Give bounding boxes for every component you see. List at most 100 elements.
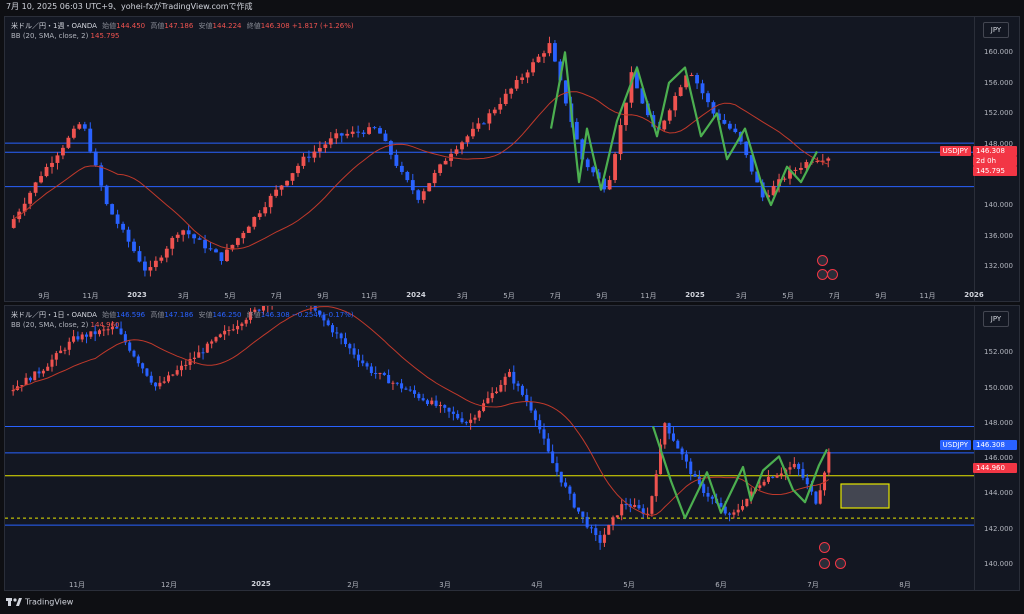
candle-body: [285, 180, 289, 186]
candle-body: [542, 429, 546, 439]
wave-drawing: [651, 426, 828, 520]
candle-body: [771, 185, 776, 196]
candle-body: [128, 342, 132, 351]
candle-body: [741, 506, 745, 510]
event-icon[interactable]: [817, 255, 828, 266]
candle-body: [820, 160, 825, 162]
candle-body: [607, 524, 611, 535]
candle-body: [700, 83, 705, 94]
weekly-chart-pane[interactable]: 米ドル／円・1週・OANDA 始値144.450 高値147.186 安値144…: [4, 16, 1020, 302]
candle-body: [307, 156, 311, 158]
candle-body: [613, 154, 617, 181]
candle-body: [41, 370, 45, 374]
time-tick-label: 6月: [715, 581, 727, 589]
candle-body: [434, 400, 438, 406]
price-tick-label: 152.000: [984, 348, 1013, 357]
weekly-candles-plot[interactable]: [5, 17, 977, 302]
time-tick-label: 2026: [964, 291, 984, 299]
candle-body: [334, 133, 339, 139]
candle-body: [507, 371, 511, 377]
candle-body: [624, 102, 628, 126]
candle-body: [374, 373, 378, 375]
candle-body: [568, 486, 572, 494]
us-flag-icon[interactable]: [835, 558, 846, 569]
candle-body: [815, 160, 820, 162]
price-tick-label: 136.000: [984, 231, 1013, 240]
candle-body: [722, 119, 727, 124]
time-tick-label: 2025: [685, 291, 705, 299]
candle-body: [799, 167, 803, 170]
event-icon[interactable]: [819, 542, 830, 553]
candle-body: [343, 338, 347, 345]
candle-body: [99, 165, 104, 186]
candle-body: [223, 330, 227, 335]
candle-body: [345, 133, 350, 136]
tradingview-icon: [6, 598, 22, 606]
candle-body: [93, 331, 97, 335]
candle-body: [383, 133, 388, 142]
daily-candles-plot[interactable]: [5, 306, 977, 591]
candle-body: [818, 490, 822, 504]
time-tick-label: 4月: [531, 581, 543, 589]
price-badge: 146.308: [973, 440, 1017, 450]
candle-body: [54, 353, 58, 360]
candle-body: [421, 398, 425, 401]
time-tick-label: 12月: [161, 581, 177, 589]
candle-body: [629, 72, 634, 103]
candle-body: [574, 121, 579, 140]
candle-body: [378, 128, 382, 134]
candle-body: [555, 463, 559, 472]
candle-body: [678, 87, 683, 96]
candle-body: [192, 234, 197, 239]
target-zone-box: [840, 483, 890, 509]
candle-body: [577, 507, 581, 512]
candle-body: [274, 189, 279, 196]
candle-body: [179, 365, 183, 371]
candle-body: [471, 128, 475, 137]
bb-legend[interactable]: BB (20, SMA, close, 2) 145.795: [11, 32, 120, 40]
candle-body: [684, 75, 689, 88]
tradingview-logo[interactable]: TradingView: [6, 597, 73, 607]
candle-body: [564, 482, 568, 487]
candle-body: [702, 484, 706, 493]
candle-body: [317, 147, 322, 152]
currency-button[interactable]: JPY: [983, 311, 1009, 327]
symbol-badge: USDJPY: [939, 146, 971, 156]
candle-body: [123, 334, 127, 343]
candle-body: [717, 113, 721, 120]
candle-body: [805, 477, 809, 485]
time-tick-label: 9月: [38, 292, 50, 300]
currency-button[interactable]: JPY: [983, 22, 1009, 38]
candle-body: [408, 389, 412, 391]
candle-body: [257, 309, 261, 311]
candle-body: [153, 260, 158, 268]
us-flag-icon[interactable]: [819, 558, 830, 569]
wave-drawing: [549, 51, 818, 207]
candle-body: [400, 383, 404, 389]
candle-body: [59, 350, 63, 354]
candle-body: [430, 400, 434, 405]
candle-body: [732, 512, 736, 515]
time-tick-label: 2024: [406, 291, 426, 299]
us-flag-icon[interactable]: [827, 269, 838, 280]
candle-body: [115, 214, 120, 224]
candle-body: [369, 366, 373, 374]
candle-body: [367, 127, 371, 134]
candle-body: [318, 310, 322, 315]
candle-body: [110, 326, 114, 330]
bb-legend[interactable]: BB (20, SMA, close, 2) 144.960: [11, 321, 120, 329]
price-tick-label: 146.000: [984, 454, 1013, 463]
candle-body: [197, 352, 201, 358]
candle-body: [663, 423, 667, 445]
time-tick-label: 7月: [828, 292, 841, 300]
daily-chart-pane[interactable]: 米ドル／円・1日・OANDA 始値146.596 高値147.186 安値146…: [4, 305, 1020, 591]
candle-body: [758, 485, 762, 488]
candle-body: [581, 511, 585, 517]
candle-body: [389, 141, 393, 155]
candle-body: [533, 410, 537, 421]
candle-body: [46, 366, 50, 371]
candle-body: [503, 93, 508, 104]
candle-body: [37, 371, 41, 374]
candle-body: [63, 349, 67, 351]
candle-body: [454, 149, 459, 154]
